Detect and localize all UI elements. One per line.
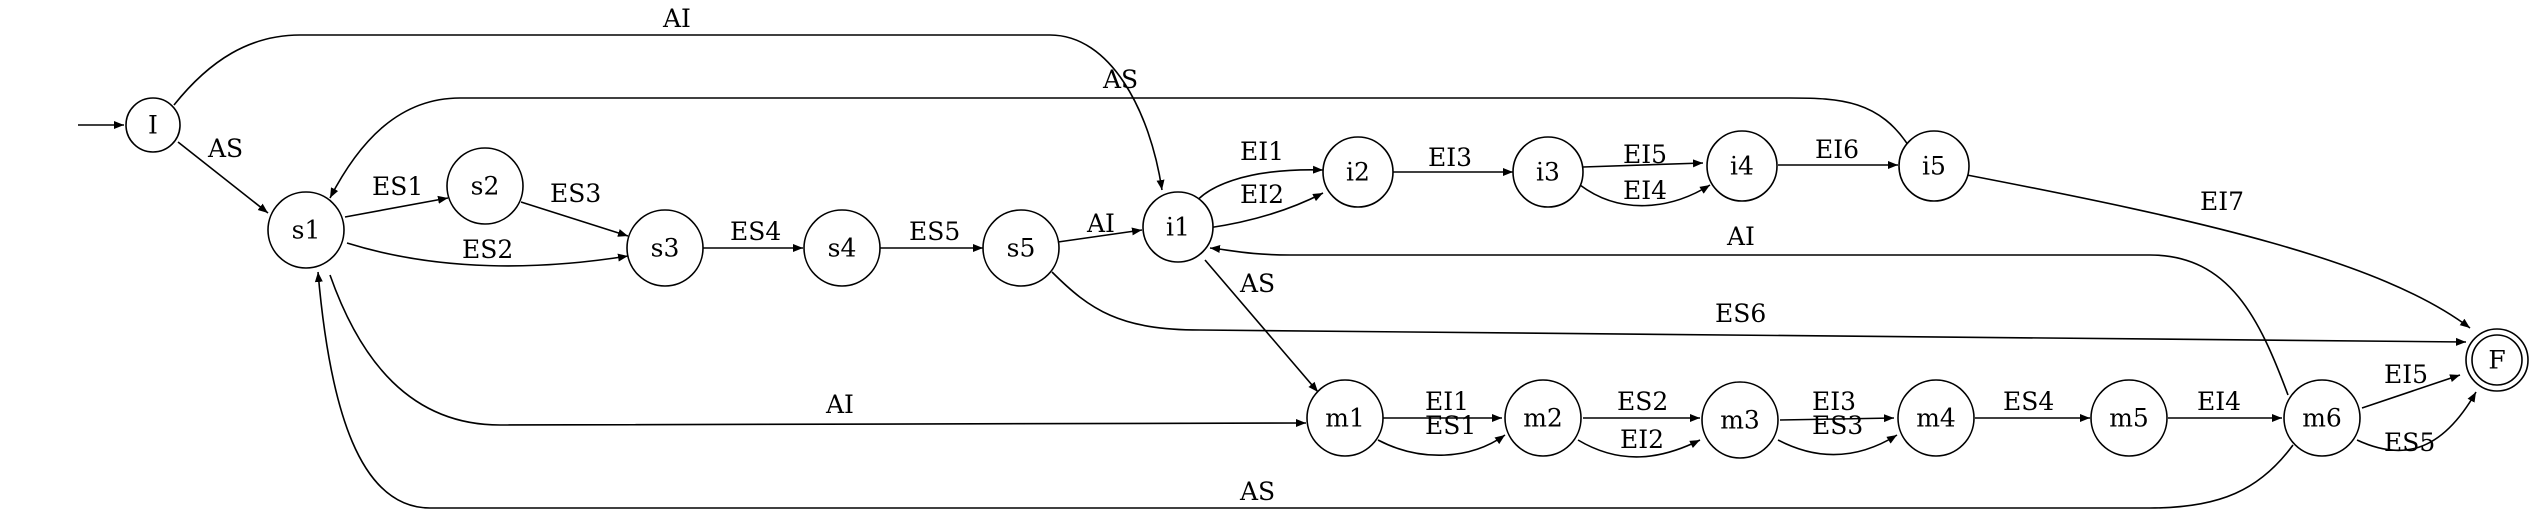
node-F: F [2465,328,2529,392]
nodes: I s1 s2 s3 s4 s5 i1 i2 [125,97,2529,459]
node-s1: s1 [267,191,345,269]
node-label-m3: m3 [1720,406,1760,435]
node-label-m4: m4 [1916,404,1956,433]
node-i3: i3 [1512,136,1584,208]
node-label-i2: i2 [1346,158,1370,187]
edge-label-s1-m1: AI [825,390,854,419]
edge-s1-m1 [329,274,1307,428]
node-label-m5: m5 [2109,404,2149,433]
node-label-s4: s4 [828,234,857,263]
edge-s1-s3 [346,242,629,267]
edges [173,34,2477,509]
edge-label-s1-s2: ES1 [372,172,423,201]
edge-label-s5-i1: AI [1086,209,1115,238]
node-I: I [125,97,181,153]
edge-i5-F [1966,174,2471,329]
edge-label-i5-s1: AS [1102,65,1138,94]
node-s2: s2 [446,147,524,225]
edge-i1-i2-bottom [1207,192,1324,229]
edge-label-m1-m2-top: EI1 [1425,387,1469,416]
node-label-m6: m6 [2302,404,2342,433]
edge-labels: AI AS AS ES1 ES3 ES2 ES4 ES5 AI EI1 EI2 … [207,4,2435,506]
edge-i1-m1 [1204,259,1319,393]
edge-I-s1 [177,141,269,214]
edge-label-m6-F-bottom: ES5 [2384,428,2435,457]
edge-i3-i4-bottom [1579,184,1711,207]
edge-m1-m2-bottom [1377,434,1506,456]
edge-label-m4-m5: ES4 [2003,387,2054,416]
node-s5: s5 [982,209,1060,287]
edge-label-i5-F: EI7 [2200,187,2244,216]
node-label-i3: i3 [1536,158,1560,187]
node-label-s3: s3 [651,234,680,263]
node-i2: i2 [1322,136,1394,208]
node-m6: m6 [2283,379,2361,457]
node-m4: m4 [1897,379,1975,457]
edge-m6-i1 [1209,245,2289,396]
node-m1: m1 [1306,379,1384,457]
edge-s5-F [1051,271,2467,346]
edge-label-s3-s4: ES4 [730,217,781,246]
node-label-s1: s1 [292,216,321,245]
edge-m3-m4-bottom [1777,434,1898,456]
node-m3: m3 [1701,381,1779,459]
edge-label-m2-m3-top: ES2 [1617,387,1668,416]
edge-label-m3-m4-top: EI3 [1812,387,1856,416]
node-i4: i4 [1706,130,1778,202]
node-label-i1: i1 [1166,213,1190,242]
edge-m2-m3-bottom [1577,439,1701,458]
node-i1: i1 [1142,191,1214,263]
edge-label-i1-m1: AS [1239,269,1275,298]
node-m2: m2 [1504,379,1582,457]
node-label-i4: i4 [1730,152,1754,181]
edge-m3-m4-top [1779,414,1895,423]
edge-label-m6-F-top: EI5 [2384,360,2428,389]
edge-label-m5-m6: EI4 [2197,387,2241,416]
edge-label-I-s1: AS [207,134,243,163]
edge-s5-i1 [1057,227,1143,243]
edge-s2-s3 [520,201,629,237]
edge-label-m3-m4-bottom: ES3 [1812,411,1863,440]
edge-i5-s1 [329,97,1911,199]
edge-label-I-i1: AI [662,4,691,33]
node-label-I: I [148,111,158,140]
edge-I-i1 [173,34,1165,191]
edge-label-i3-i4-top: EI5 [1623,140,1667,169]
node-label-s2: s2 [471,172,500,201]
edge-label-s1-s3: ES2 [462,235,513,264]
node-s3: s3 [626,209,704,287]
node-label-m2: m2 [1523,404,1563,433]
node-m5: m5 [2090,379,2168,457]
accepting-ring [2471,334,2523,386]
node-label-m1: m1 [1325,404,1365,433]
edge-label-i3-i4-bottom: EI4 [1623,176,1667,205]
edge-label-m1-m2-bottom: ES1 [1425,411,1476,440]
edge-label-s2-s3: ES3 [550,179,601,208]
edge-i3-i4-top [1582,159,1704,168]
edge-m6-F-bottom [2356,391,2477,452]
edge-label-i2-i3: EI3 [1428,143,1472,172]
edge-label-i4-i5: EI6 [1815,135,1859,164]
node-label-F: F [2488,346,2505,375]
node-s4: s4 [803,209,881,287]
edge-label-s5-F: ES6 [1715,299,1766,328]
node-i5: i5 [1898,130,1970,202]
node-label-s5: s5 [1007,234,1036,263]
edge-label-m2-m3-bottom: EI2 [1620,425,1664,454]
edge-m6-F-top [2361,374,2461,409]
node-label-i5: i5 [1922,152,1946,181]
edge-s1-s2 [344,195,449,218]
edge-label-m6-i1: AI [1726,222,1755,251]
edge-label-s4-s5: ES5 [909,217,960,246]
edge-label-i1-i2-top: EI1 [1240,137,1284,166]
edge-label-i1-i2-bottom: EI2 [1240,180,1284,209]
edge-label-m6-s1: AS [1239,477,1275,506]
edge-m6-s1 [314,271,2294,509]
